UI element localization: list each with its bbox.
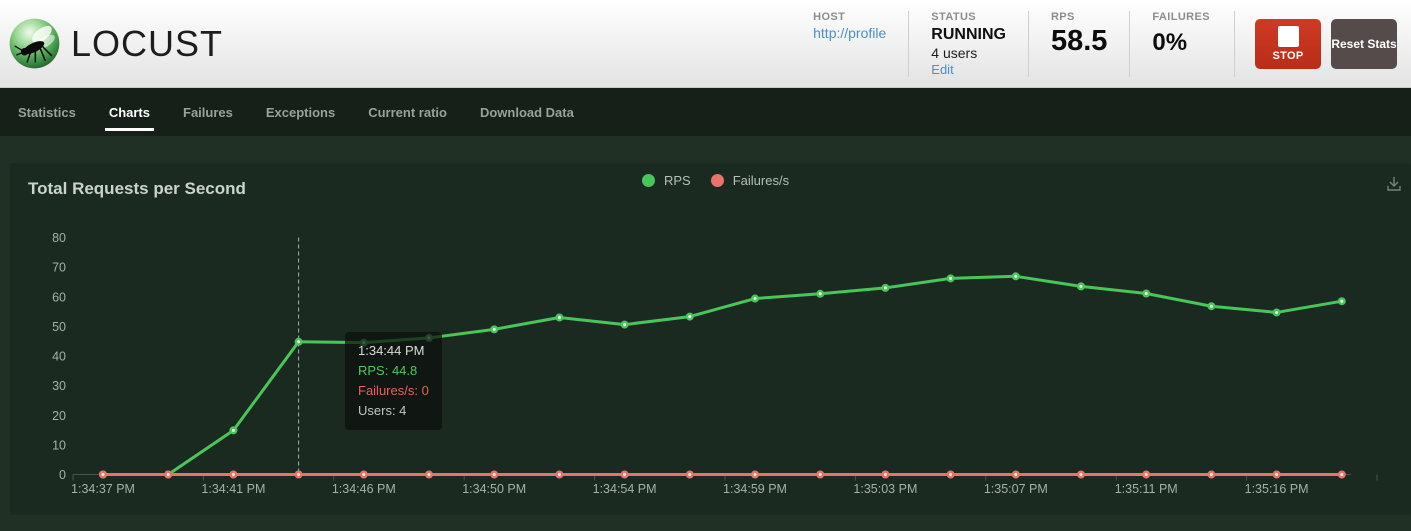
- svg-text:1:34:37 PM: 1:34:37 PM: [71, 482, 135, 496]
- svg-text:1:35:11 PM: 1:35:11 PM: [1115, 482, 1178, 496]
- svg-text:20: 20: [52, 409, 66, 423]
- svg-text:1:34:46 PM: 1:34:46 PM: [332, 482, 396, 496]
- stop-button[interactable]: STOP: [1255, 18, 1321, 69]
- svg-text:70: 70: [52, 261, 66, 275]
- top-header: LOCUST HOST http://profile STATUS RUNNIN…: [0, 0, 1411, 88]
- failures-value: 0%: [1152, 28, 1188, 56]
- rps-label: RPS: [1050, 10, 1075, 23]
- legend-label: RPS: [664, 173, 691, 188]
- host-label: HOST: [813, 10, 846, 23]
- legend-item-rps[interactable]: RPS: [642, 173, 691, 188]
- tab-exceptions[interactable]: Exceptions: [265, 104, 336, 120]
- legend-label: Failures/s: [732, 173, 790, 188]
- rps-block: RPS 58.5: [1027, 10, 1129, 77]
- locust-logo-icon: [9, 18, 60, 69]
- svg-text:1:35:16 PM: 1:35:16 PM: [1245, 482, 1309, 496]
- failures-block: FAILURES 0%: [1129, 10, 1232, 77]
- svg-text:1:35:03 PM: 1:35:03 PM: [853, 482, 917, 496]
- legend-item-failures-s[interactable]: Failures/s: [710, 173, 790, 188]
- rps-line-chart[interactable]: 0 10 20 30 40 50 60 70 80 1:34:37 PM 1:34:41 PM 1:3…: [10, 163, 1411, 515]
- svg-text:0: 0: [59, 468, 66, 482]
- legend-dot-icon: [710, 174, 724, 187]
- nav-tabs: Statistics Charts Failures Exceptions Curren…: [0, 88, 1411, 136]
- svg-text:60: 60: [52, 290, 66, 304]
- svg-text:80: 80: [52, 231, 66, 245]
- chart-title: Total Requests per Second: [28, 179, 246, 198]
- svg-text:1:34:54 PM: 1:34:54 PM: [593, 482, 657, 496]
- tab-statistics[interactable]: Statistics: [18, 104, 76, 120]
- status-user-count: 4 users: [931, 44, 978, 61]
- host-block: HOST http://profile: [791, 11, 908, 77]
- svg-text:40: 40: [52, 350, 66, 364]
- rps-value: 58.5: [1050, 24, 1108, 57]
- reset-stats-button[interactable]: Reset Stats: [1331, 18, 1397, 69]
- tab-download-data[interactable]: Download Data: [479, 104, 574, 120]
- locust-logo: LOCUST: [8, 17, 223, 70]
- edit-link[interactable]: Edit: [931, 61, 954, 77]
- legend-dot-icon: [642, 174, 655, 187]
- svg-text:1:34:50 PM: 1:34:50 PM: [462, 482, 526, 496]
- status-label: STATUS: [931, 10, 977, 23]
- failures-label: FAILURES: [1152, 10, 1210, 23]
- header-status-area: HOST http://profile STATUS RUNNING 4 use…: [791, 10, 1397, 77]
- chart-panel: Total Requests per Second RPS Failures/s …: [10, 163, 1411, 515]
- tab-current-ratio[interactable]: Current ratio: [368, 104, 447, 120]
- stop-icon: [1277, 25, 1299, 47]
- status-block: STATUS RUNNING 4 users Edit: [908, 10, 1028, 77]
- host-link[interactable]: http://profile: [813, 24, 887, 41]
- tab-failures[interactable]: Failures: [183, 104, 233, 120]
- header-buttons: STOP Reset Stats: [1234, 10, 1397, 77]
- svg-text:50: 50: [52, 320, 66, 334]
- tab-charts[interactable]: Charts: [104, 88, 155, 136]
- svg-text:30: 30: [52, 379, 66, 393]
- download-icon[interactable]: [1385, 175, 1403, 198]
- chart-legend: RPS Failures/s: [642, 173, 789, 188]
- svg-text:1:35:07 PM: 1:35:07 PM: [984, 482, 1048, 496]
- svg-text:1:34:41 PM: 1:34:41 PM: [201, 482, 265, 496]
- svg-text:10: 10: [52, 438, 66, 452]
- svg-text:1:34:59 PM: 1:34:59 PM: [723, 482, 787, 496]
- status-value: RUNNING: [931, 25, 1006, 43]
- logo-wordmark: LOCUST: [71, 22, 224, 64]
